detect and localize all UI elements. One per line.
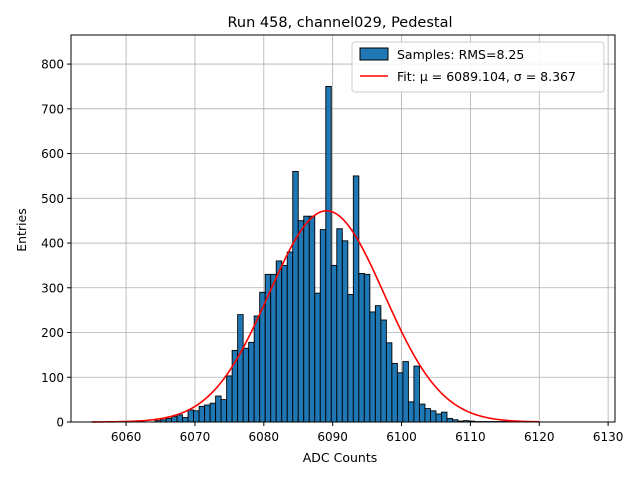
histogram-bar: [237, 314, 244, 423]
histogram-bar: [319, 229, 327, 423]
histogram-bar: [242, 347, 250, 423]
y-tick-label: 200: [41, 326, 64, 340]
x-axis-label: ADC Counts: [303, 450, 378, 465]
chart-title: Run 458, channel029, Pedestal: [227, 15, 452, 31]
histogram-bar: [165, 417, 172, 423]
histogram-bar: [363, 273, 371, 423]
histogram-bar: [374, 305, 382, 423]
histogram-bar: [358, 273, 365, 423]
histogram-bar: [215, 395, 222, 423]
histogram-bar: [193, 410, 200, 423]
histogram-bar: [325, 86, 332, 423]
x-tick-label: 6100: [386, 430, 417, 444]
histogram-bar: [248, 341, 255, 423]
x-tick-label: 6080: [249, 430, 280, 444]
histogram-bar: [352, 175, 360, 423]
histogram-bar: [424, 408, 431, 423]
histogram-bar: [209, 402, 217, 423]
histogram-bars: [154, 86, 509, 423]
histogram-bar: [369, 311, 376, 423]
y-axis-label: Entries: [14, 208, 29, 252]
histogram-bar: [292, 171, 299, 423]
histogram-bar: [182, 417, 189, 423]
histogram-bar: [418, 403, 426, 423]
histogram-bar: [402, 361, 409, 423]
histogram-bar: [297, 220, 305, 423]
histogram-bar: [441, 411, 448, 423]
y-tick-label: 800: [41, 58, 64, 72]
histogram-bar: [341, 240, 349, 423]
histogram-bar: [391, 362, 398, 423]
plot-frame: [70, 34, 616, 423]
y-tick-label: 300: [41, 281, 64, 295]
histogram-bar: [396, 372, 404, 423]
histogram-bar: [435, 413, 442, 423]
histogram-bar: [171, 416, 178, 423]
legend-fit-label: Fit: μ = 6089.104, σ = 8.367: [397, 69, 576, 84]
histogram-bar: [198, 405, 206, 423]
histogram-bar: [303, 215, 310, 423]
histogram-bar: [308, 215, 316, 423]
legend-frame: [351, 41, 605, 93]
histogram-bar: [176, 414, 184, 423]
legend-histogram-swatch: [359, 47, 389, 61]
histogram-bar: [430, 410, 437, 423]
histogram-bar: [226, 375, 233, 423]
fit-curve: [91, 210, 540, 423]
legend-histogram-label: Samples: RMS=8.25: [397, 47, 524, 62]
legend: Samples: RMS=8.25 Fit: μ = 6089.104, σ =…: [351, 41, 605, 93]
y-axis-ticks: 0 100 200 300 400 500 600 700 800: [41, 58, 71, 430]
histogram-bar: [270, 273, 277, 423]
x-tick-label: 6110: [455, 430, 486, 444]
y-tick-label: 600: [41, 147, 64, 161]
histogram-bar: [336, 228, 343, 423]
histogram-bar: [187, 409, 195, 423]
histogram-bar: [253, 315, 261, 423]
x-tick-label: 6130: [593, 430, 624, 444]
x-tick-label: 6070: [180, 430, 211, 444]
x-tick-label: 6060: [111, 430, 142, 444]
y-tick-label: 500: [41, 192, 64, 206]
histogram-bar: [413, 365, 420, 423]
histogram-bar: [347, 294, 354, 423]
histogram-bar: [407, 401, 415, 423]
x-tick-label: 6120: [524, 430, 555, 444]
histogram-bar: [281, 264, 288, 423]
x-tick-label: 6090: [317, 430, 348, 444]
x-axis-ticks: 6060 6070 6080 6090 6100 6110 6120 6130: [111, 422, 624, 444]
histogram-bar: [380, 319, 387, 423]
y-tick-label: 700: [41, 102, 64, 116]
histogram-bar: [330, 264, 338, 423]
histogram-bar: [385, 342, 393, 423]
y-tick-label: 400: [41, 237, 64, 251]
y-tick-label: 0: [56, 416, 64, 430]
y-tick-label: 100: [41, 371, 64, 385]
histogram-bar: [275, 260, 283, 423]
histogram-bar: [204, 404, 211, 423]
histogram-bar: [220, 399, 228, 423]
histogram-bar: [286, 251, 294, 423]
histogram-bar: [446, 417, 453, 423]
histogram-bar: [314, 292, 321, 423]
